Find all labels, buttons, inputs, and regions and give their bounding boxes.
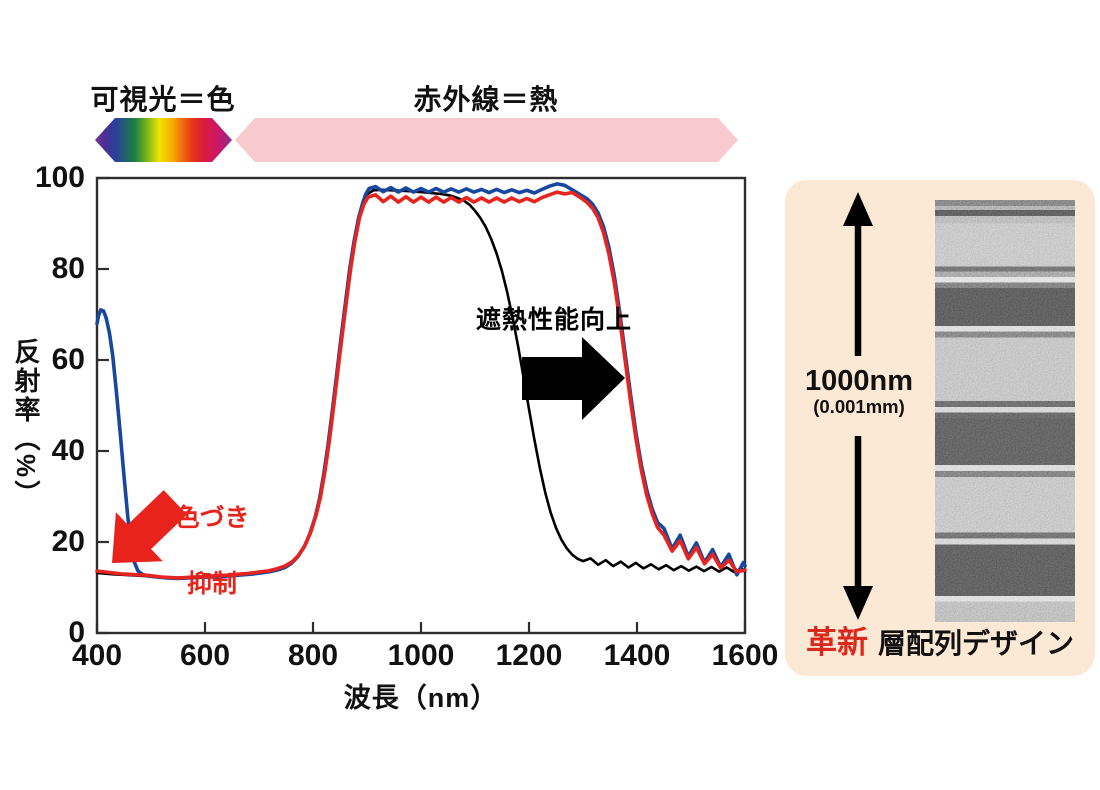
plot-border	[95, 176, 747, 635]
series-new-film-red	[95, 190, 747, 580]
heat-shield-annotation: 遮熱性能向上	[476, 306, 633, 334]
heat-shield-arrow-icon	[522, 337, 625, 420]
x-tick-label: 800	[287, 639, 339, 672]
scale-text: 1000nm (0.001mm)	[785, 366, 933, 418]
innovation-panel: 1000nm (0.001mm) 革新 層配列デザイン	[785, 180, 1095, 676]
x-tick-label: 1400	[603, 639, 671, 672]
x-tick-label: 1200	[495, 639, 563, 672]
x-tick-label: 1600	[711, 639, 779, 672]
tint-suppression-arrow-icon	[112, 490, 188, 563]
tint-suppression-annotation: 色づき 抑制	[156, 469, 268, 601]
x-tick-label: 1000	[387, 639, 455, 672]
visible-spectrum-band	[95, 118, 232, 162]
scale-value-mm: (0.001mm)	[813, 396, 905, 417]
y-tick-label: 80	[51, 252, 85, 285]
x-tick-label: 600	[179, 639, 231, 672]
visible-light-label: 可視光＝色	[90, 84, 236, 115]
tint-line2: 抑制	[186, 570, 237, 598]
tint-line1: 色づき	[174, 504, 250, 532]
infrared-band	[235, 118, 738, 162]
tem-micrograph	[935, 200, 1075, 622]
y-axis-label: 反射率（%）	[11, 338, 41, 510]
caption-innovation: 革新	[805, 625, 868, 660]
y-tick-label: 40	[51, 434, 85, 467]
axis-ticks	[95, 176, 747, 635]
y-tick-label: 20	[51, 525, 85, 558]
x-tick-label: 400	[71, 639, 123, 672]
x-axis-label: 波長（nm）	[343, 683, 499, 713]
infrared-label: 赤外線＝熱	[413, 84, 559, 115]
y-tick-label: 0	[68, 616, 85, 649]
scale-value: 1000nm	[804, 365, 913, 397]
y-tick-label: 100	[34, 161, 85, 194]
y-tick-label: 60	[51, 343, 85, 376]
panel-caption: 革新 層配列デザイン	[785, 617, 1095, 662]
tem-grain-texture	[935, 200, 1075, 622]
caption-layer-design: 層配列デザイン	[877, 628, 1074, 659]
scale-arrow-icon	[843, 192, 873, 620]
